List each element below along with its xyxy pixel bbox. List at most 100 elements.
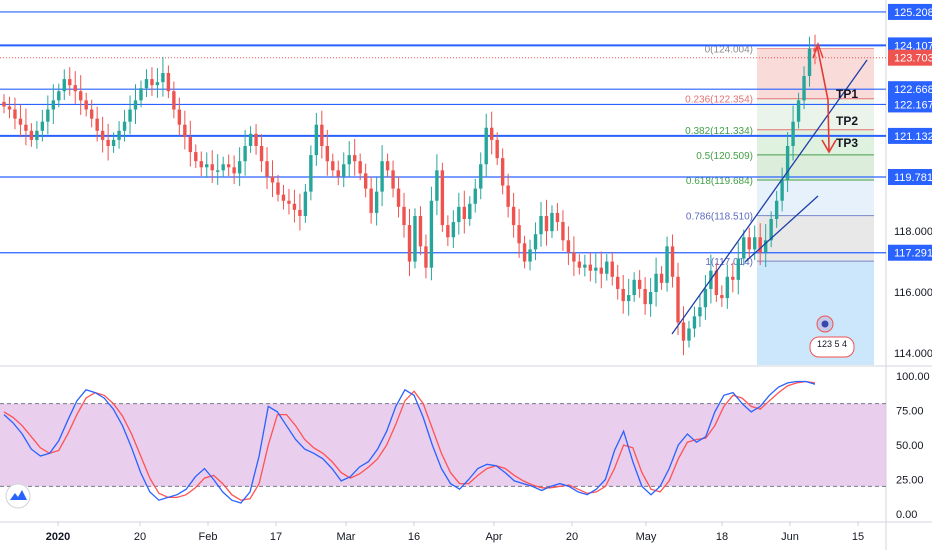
candle-body[interactable]	[309, 155, 313, 192]
stochastic-d-line[interactable]	[3, 380, 816, 501]
candle-body[interactable]	[714, 270, 719, 296]
candle-body[interactable]	[221, 164, 225, 171]
candle-body[interactable]	[654, 273, 658, 292]
candle-body[interactable]	[106, 139, 110, 146]
candle-body[interactable]	[320, 124, 324, 146]
candle-body[interactable]	[468, 203, 472, 219]
candle-body[interactable]	[500, 158, 505, 186]
candle-body[interactable]	[51, 100, 56, 110]
candle-body[interactable]	[610, 261, 614, 277]
candle-body[interactable]	[802, 76, 806, 101]
candle-body[interactable]	[692, 316, 697, 329]
wave-badge[interactable]	[809, 336, 855, 358]
candle-body[interactable]	[572, 252, 576, 262]
candle-body[interactable]	[100, 130, 105, 140]
candle-body[interactable]	[161, 73, 165, 83]
candle-body[interactable]	[122, 121, 127, 131]
candle-body[interactable]	[769, 219, 773, 241]
candle-body[interactable]	[446, 225, 450, 238]
candle-body[interactable]	[457, 206, 461, 223]
candle-body[interactable]	[7, 106, 12, 110]
trendline-primary[interactable]	[671, 59, 868, 335]
candle-body[interactable]	[698, 307, 702, 317]
stochastic-k-line[interactable]	[3, 380, 816, 504]
candle-body[interactable]	[479, 164, 483, 189]
candle-body[interactable]	[68, 79, 72, 86]
candle-body[interactable]	[643, 288, 647, 305]
candle-body[interactable]	[484, 127, 488, 165]
candle-body[interactable]	[216, 170, 220, 172]
candle-body[interactable]	[758, 237, 762, 253]
candle-body[interactable]	[380, 161, 384, 192]
projection-arrow-line[interactable]	[816, 44, 830, 151]
candle-body[interactable]	[780, 179, 784, 201]
candle-body[interactable]	[813, 48, 817, 52]
candle-body[interactable]	[254, 133, 258, 146]
candle-body[interactable]	[166, 73, 171, 92]
candle-body[interactable]	[237, 161, 242, 174]
candle-body[interactable]	[670, 246, 675, 277]
candle-body[interactable]	[172, 91, 176, 110]
candle-body[interactable]	[594, 267, 598, 271]
candle-body[interactable]	[95, 118, 99, 131]
candle-body[interactable]	[785, 146, 790, 180]
candle-body[interactable]	[440, 170, 445, 226]
candle-body[interactable]	[46, 109, 50, 122]
candle-body[interactable]	[89, 109, 94, 119]
candle-body[interactable]	[183, 124, 187, 137]
candle-body[interactable]	[35, 130, 39, 140]
candle-body[interactable]	[298, 209, 302, 216]
candle-body[interactable]	[720, 295, 724, 299]
candle-body[interactable]	[177, 109, 182, 125]
candle-body[interactable]	[599, 267, 603, 274]
candle-body[interactable]	[747, 237, 751, 250]
candle-body[interactable]	[303, 191, 308, 216]
candle-body[interactable]	[111, 139, 116, 146]
candle-body[interactable]	[763, 240, 768, 253]
candle-body[interactable]	[265, 161, 269, 177]
candle-body[interactable]	[588, 264, 593, 271]
candle-body[interactable]	[314, 124, 319, 156]
candle-body[interactable]	[396, 188, 401, 207]
candle-body[interactable]	[626, 295, 631, 302]
candle-body[interactable]	[807, 48, 812, 77]
candle-body[interactable]	[325, 146, 330, 162]
candle-body[interactable]	[462, 206, 466, 219]
candle-body[interactable]	[276, 182, 280, 195]
candle-body[interactable]	[616, 276, 620, 289]
candle-body[interactable]	[566, 240, 571, 253]
candle-body[interactable]	[429, 200, 434, 268]
candle-body[interactable]	[791, 121, 795, 146]
candle-body[interactable]	[659, 273, 664, 283]
candle-body[interactable]	[199, 161, 203, 168]
candle-body[interactable]	[248, 133, 253, 146]
candle-body[interactable]	[40, 121, 45, 131]
candle-body[interactable]	[413, 215, 417, 262]
candle-body[interactable]	[73, 85, 77, 92]
candle-body[interactable]	[24, 124, 28, 131]
candle-body[interactable]	[57, 91, 61, 101]
candle-body[interactable]	[363, 173, 368, 189]
candle-body[interactable]	[194, 152, 198, 162]
candle-body[interactable]	[522, 243, 527, 262]
candle-body[interactable]	[336, 170, 340, 177]
candle-body[interactable]	[292, 203, 297, 210]
candle-body[interactable]	[435, 170, 439, 201]
candle-body[interactable]	[331, 161, 335, 171]
candle-body[interactable]	[385, 161, 390, 171]
candle-body[interactable]	[736, 258, 740, 280]
candle-body[interactable]	[637, 279, 642, 289]
candle-body[interactable]	[621, 288, 625, 302]
candle-body[interactable]	[703, 288, 708, 308]
candle-body[interactable]	[796, 100, 801, 122]
candle-body[interactable]	[539, 215, 543, 235]
candle-body[interactable]	[342, 164, 346, 177]
candle-body[interactable]	[128, 109, 132, 122]
candle-body[interactable]	[2, 101, 6, 107]
candle-body[interactable]	[259, 146, 264, 162]
candle-body[interactable]	[676, 276, 680, 323]
candle-body[interactable]	[18, 118, 23, 125]
candle-body[interactable]	[725, 276, 730, 299]
